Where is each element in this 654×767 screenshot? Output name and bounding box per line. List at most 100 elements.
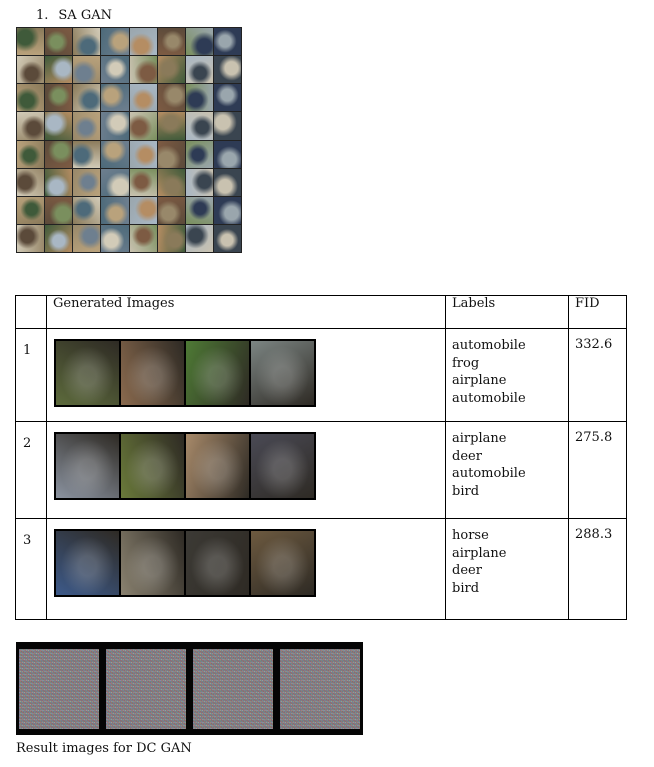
sample-image (45, 28, 73, 56)
dcgan-noise-image (192, 648, 273, 729)
fid-value: 275.8 (575, 430, 613, 445)
row-index: 3 (15, 518, 47, 620)
generated-image (121, 531, 184, 595)
sample-image (101, 28, 129, 56)
sample-image (73, 28, 101, 56)
table-row: 3 horse airplane deer bird 288.3 (15, 518, 627, 620)
sample-image (45, 196, 73, 224)
dcgan-noise-image (106, 648, 187, 729)
sample-image (129, 140, 157, 168)
sample-image (213, 168, 241, 196)
sample-image (213, 28, 241, 56)
dcgan-caption: Result images for DC GAN (16, 741, 192, 756)
sample-image (101, 84, 129, 112)
sample-image (129, 224, 157, 252)
label-text: deer (452, 448, 482, 464)
sample-image (185, 56, 213, 84)
sample-image (101, 112, 129, 140)
dcgan-noise-image (279, 648, 360, 729)
sample-image (157, 84, 185, 112)
sample-image (213, 224, 241, 252)
generated-image (56, 434, 119, 498)
generated-image-strip (54, 339, 316, 407)
sample-image (45, 56, 73, 84)
sample-image (45, 112, 73, 140)
label-text: bird (452, 580, 480, 596)
table-row: 1 automobile frog airplane automobile 33… (15, 328, 627, 422)
sample-image (129, 84, 157, 112)
sample-image (129, 168, 157, 196)
sample-image (17, 56, 45, 84)
dcgan-result-strip (16, 642, 363, 735)
row-fid: 332.6 (568, 328, 627, 422)
sample-image (129, 112, 157, 140)
header-generated-images: Generated Images (46, 295, 446, 329)
sample-image (157, 28, 185, 56)
sample-image (73, 224, 101, 252)
sample-image (157, 196, 185, 224)
dcgan-noise-image (19, 648, 100, 729)
sample-image (129, 28, 157, 56)
generated-image (121, 434, 184, 498)
sample-image (73, 56, 101, 84)
row-fid: 288.3 (568, 518, 627, 620)
row-images (46, 518, 446, 620)
label-text: airplane (452, 373, 507, 388)
sample-image (17, 112, 45, 140)
sample-image (17, 224, 45, 252)
label-text: frog (452, 355, 480, 371)
sample-image (129, 196, 157, 224)
sample-image (17, 196, 45, 224)
sample-image (157, 140, 185, 168)
label-text: horse (452, 528, 489, 543)
sample-image (213, 56, 241, 84)
generated-image-strip (54, 432, 316, 500)
sample-image (101, 196, 129, 224)
generated-image (251, 531, 314, 595)
sample-image (129, 56, 157, 84)
table-row: 2 airplane deer automobile bird 275.8 (15, 421, 627, 519)
generated-image (56, 341, 119, 405)
sample-image (73, 112, 101, 140)
table-header-row: Generated Images Labels FID (15, 295, 627, 329)
generated-image (251, 434, 314, 498)
sample-image (17, 84, 45, 112)
sample-image (185, 196, 213, 224)
sample-image (101, 140, 129, 168)
row-index: 1 (15, 328, 47, 422)
section-title: SA GAN (58, 8, 112, 23)
sample-image (45, 224, 73, 252)
sample-image (73, 140, 101, 168)
sample-image (101, 56, 129, 84)
label-text: automobile (452, 466, 526, 481)
sample-image (45, 168, 73, 196)
sample-image (17, 28, 45, 56)
label-text: airplane (452, 545, 507, 561)
header-index (15, 295, 47, 329)
section-heading: 1. SA GAN (36, 8, 112, 23)
fid-value: 332.6 (575, 337, 613, 352)
row-index: 2 (15, 421, 47, 519)
sample-image (185, 112, 213, 140)
label-text: bird (452, 483, 480, 499)
generated-image (56, 531, 119, 595)
sample-image (73, 196, 101, 224)
label-text: deer (452, 563, 482, 578)
sample-image (213, 84, 241, 112)
sample-image (157, 112, 185, 140)
row-labels: airplane deer automobile bird (445, 421, 569, 519)
sample-image (45, 84, 73, 112)
row-labels: automobile frog airplane automobile (445, 328, 569, 422)
sample-image (157, 224, 185, 252)
label-text: automobile (452, 390, 526, 406)
sample-image (213, 140, 241, 168)
sample-image (157, 56, 185, 84)
generated-image (186, 531, 249, 595)
generated-image-strip (54, 529, 316, 597)
generated-image (121, 341, 184, 405)
generated-image (186, 434, 249, 498)
label-text: automobile (452, 338, 526, 353)
row-fid: 275.8 (568, 421, 627, 519)
sample-image (17, 168, 45, 196)
sample-image (17, 140, 45, 168)
